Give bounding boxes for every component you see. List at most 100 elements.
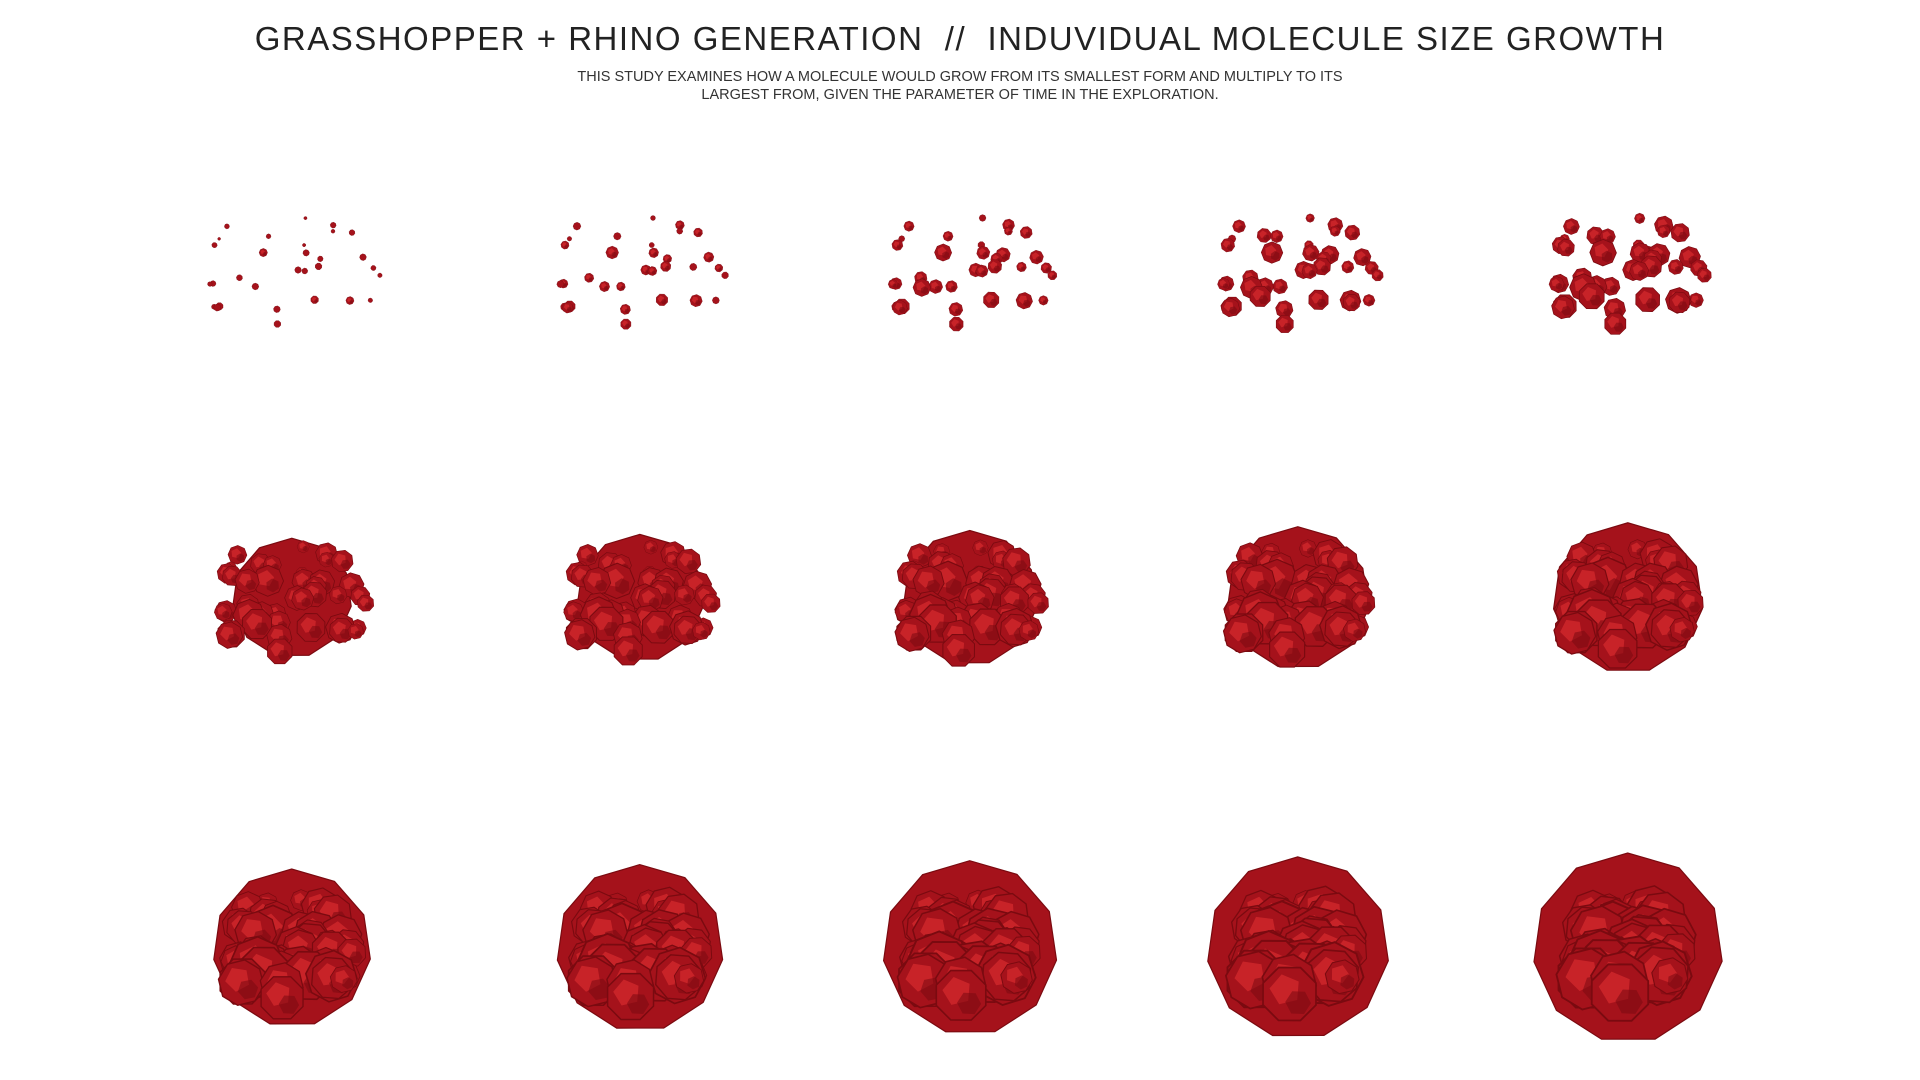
molecule-cluster [1548,212,1712,335]
molecule-sphere [1342,293,1361,312]
molecule-sphere [928,279,943,294]
molecule-sphere [689,294,703,308]
growth-stage-14 [1168,828,1428,1068]
molecule-sphere [1324,959,1360,995]
molecule-sphere [1670,223,1690,243]
molecule-sphere [234,568,260,594]
page-title: GRASSHOPPER + RHINO GENERATION // INDUVI… [254,20,1666,57]
molecule-sphere [1690,259,1708,277]
molecule-sphere [1551,295,1575,320]
molecule-sphere [598,562,636,600]
molecule-sphere [949,317,964,332]
molecule-cluster [213,868,371,1025]
molecule-sphere [1635,287,1660,312]
molecule-sphere [892,300,908,316]
molecule-sphere [1047,270,1058,281]
molecule-sphere [1651,957,1689,995]
molecule-sphere [945,280,958,293]
molecule-cluster [887,214,1058,332]
molecule-sphere [367,297,373,303]
molecule-sphere [934,243,952,262]
molecule-sphere [1004,226,1013,236]
molecule-sphere [1604,312,1627,335]
molecule-sphere [942,633,976,667]
molecule-sphere [714,263,724,273]
molecule-cluster [1222,526,1376,668]
molecule-sphere [258,248,268,258]
molecule-sphere [1019,226,1033,239]
molecule-sphere [983,291,1000,308]
molecule-sphere [318,551,335,568]
molecule-sphere [1329,225,1341,237]
molecule-sphere [1371,269,1384,282]
molecule-cluster [556,863,724,1029]
growth-stage-11 [162,828,422,1068]
molecule-sphere [721,271,729,279]
molecule-sphere [561,301,574,314]
molecule-sphere [314,262,323,271]
molecule-cluster [556,215,729,330]
molecule-sphere [273,305,281,313]
molecule-sphere [265,233,272,240]
molecule-sphere [637,585,664,613]
molecule-sphere [1597,628,1638,669]
molecule-cluster [563,533,721,666]
molecule-sphere [377,272,383,278]
molecule-sphere [582,567,612,596]
molecule-sphere [887,278,899,290]
molecule-cluster [1533,852,1723,1040]
molecule-sphere [1634,212,1646,224]
molecule-sphere [1601,276,1621,296]
molecule-sphere [703,251,715,263]
molecule-sphere [260,976,304,1020]
molecule-sphere [1553,611,1597,655]
molecule-sphere [1362,294,1376,307]
molecule-sphere [296,540,310,554]
molecule-sphere [1220,237,1235,253]
growth-stage-8 [840,478,1100,718]
molecule-sphere [1260,241,1284,264]
molecule-sphere [641,610,675,644]
molecule-sphere [935,969,987,1021]
molecule-sphere [976,245,991,260]
molecule-sphere [331,549,354,573]
molecule-sphere [217,959,265,1007]
molecule-sphere [302,243,307,247]
molecule-sphere [329,965,358,993]
molecule-sphere [1270,229,1284,243]
molecule-sphere [1343,618,1367,642]
growth-stage-5 [1498,150,1758,390]
molecule-sphere [564,619,596,651]
growth-stage-9 [1168,478,1428,718]
molecule-sphere [1344,224,1361,241]
molecule-sphere [1669,616,1695,643]
molecule-sphere [329,585,348,605]
molecule-sphere [619,303,631,315]
molecule-sphere [1351,591,1376,615]
molecule-sphere [556,280,565,289]
molecule-sphere [1217,277,1231,291]
molecule-sphere [303,216,308,221]
molecule-sphere [345,296,355,305]
molecule-sphere [912,278,932,297]
molecule-sphere [606,972,655,1021]
molecule-sphere [1222,614,1262,654]
molecule-cluster [1552,522,1704,671]
molecule-sphere [1305,213,1315,223]
molecule-sphere [296,613,326,642]
molecule-sphere [613,232,622,241]
molecule-sphere [1240,563,1277,600]
molecule-sphere [359,253,367,261]
molecule-cluster [1207,856,1389,1037]
molecule-sphere [267,638,293,665]
molecule-sphere [251,564,285,597]
molecule-sphere [1313,257,1331,276]
molecule-sphere [978,214,987,222]
molecule-cluster [214,537,374,665]
molecule-sphere [1353,248,1372,267]
molecule-sphere [620,318,632,330]
molecule-sphere [987,259,1002,274]
growth-stage-10 [1498,478,1758,718]
molecule-sphere [1040,262,1052,274]
